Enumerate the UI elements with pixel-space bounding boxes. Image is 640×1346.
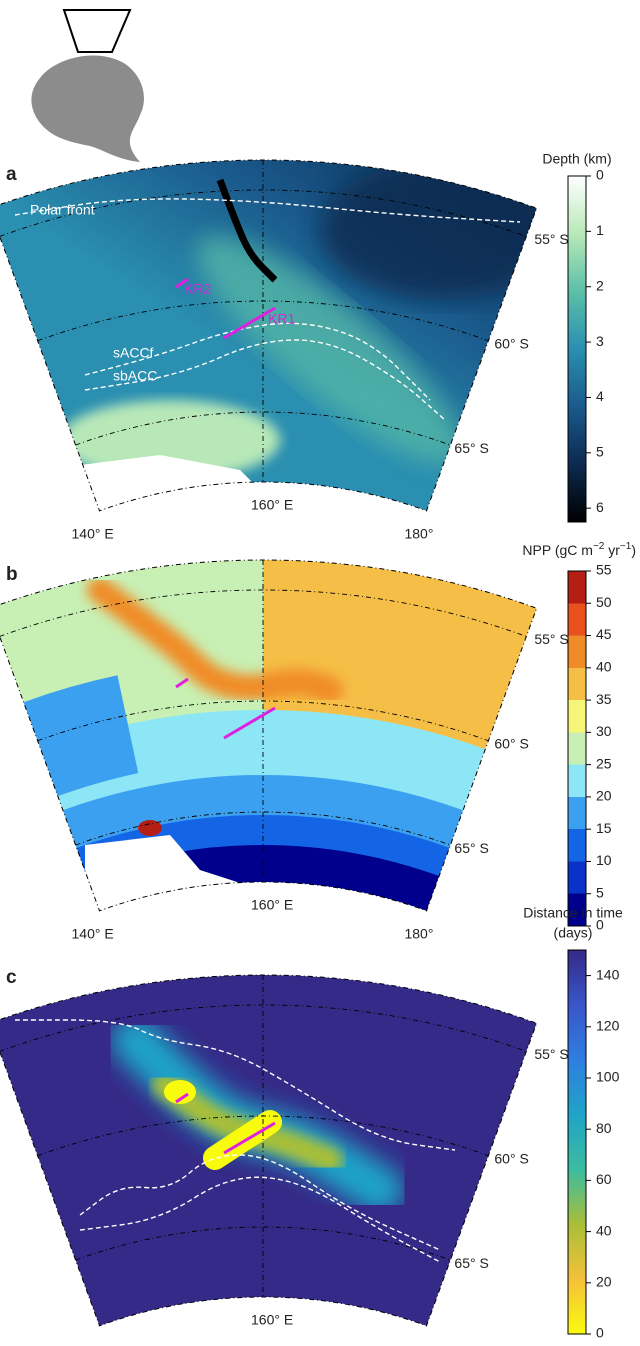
title-part: −1 [620, 541, 632, 552]
lat-label: 55° S [534, 631, 568, 647]
colorbar-tick-label: 4 [596, 388, 604, 404]
colorbar-tick-label: 100 [596, 1069, 620, 1085]
lon-label: 160° E [251, 897, 293, 913]
colorbar [568, 950, 586, 1334]
annotation: sbACC [113, 368, 157, 384]
colorbar-tick-label: 5 [596, 884, 604, 900]
lat-label: 60° S [494, 335, 528, 351]
colorbar-tick-label: 0 [596, 1325, 604, 1341]
map-panel: c 55° S 60° S 65° S 140° E 160° E 180° 0 20 40 60 8… [0, 905, 623, 1341]
lat-label: 65° S [454, 840, 488, 856]
lon-label: 160° E [251, 1312, 293, 1328]
colorbar-tick-label: 50 [596, 594, 612, 610]
annotation: sACCf [113, 345, 154, 361]
colorbar-title: Distance in time [523, 905, 623, 921]
title-part: yr [604, 542, 620, 558]
map-fill [0, 560, 537, 930]
colorbar-title: Depth (km) [542, 151, 611, 167]
colorbar-tick-label: 80 [596, 1120, 612, 1136]
colorbar [568, 176, 586, 522]
title-part: ) [631, 542, 636, 558]
deep-ne [320, 160, 560, 300]
colorbar-tick-label: 0 [596, 167, 604, 183]
colorbar-tick-label: 60 [596, 1171, 612, 1187]
lat-label: 65° S [454, 1255, 488, 1271]
colorbar-tick-label: 120 [596, 1018, 620, 1034]
panel-label: c [6, 967, 17, 988]
lon-label: 180° [404, 526, 433, 542]
inset-map [31, 10, 144, 162]
annotation: KR2 [184, 281, 211, 297]
colorbar-tick-label: 6 [596, 499, 604, 515]
colorbar-tick-label: 1 [596, 222, 604, 238]
annotation: Polar front [30, 202, 95, 218]
colorbar-title: (days) [554, 925, 593, 941]
colorbar-title: NPP (gC m−2 yr−1) [522, 541, 636, 558]
panel-label: a [6, 164, 17, 185]
inset-sector [64, 10, 130, 52]
lat-label: 65° S [454, 440, 488, 456]
lon-label: 160° E [251, 497, 293, 513]
colorbar-tick-label: 20 [596, 788, 612, 804]
lat-label: 55° S [534, 231, 568, 247]
colorbar-tick-label: 30 [596, 723, 612, 739]
colorbar-tick-label: 25 [596, 755, 612, 771]
colorbar-tick-label: 15 [596, 820, 612, 836]
colorbar-tick-label: 55 [596, 562, 612, 578]
colorbar-tick-label: 20 [596, 1274, 612, 1290]
lon-label: 180° [404, 926, 433, 942]
colorbar [568, 571, 586, 926]
colorbar-tick-label: 140 [596, 966, 620, 982]
colorbar-tick-label: 2 [596, 277, 604, 293]
title-part: −2 [593, 541, 605, 552]
colorbar-tick-label: 45 [596, 626, 612, 642]
colorbar-tick-label: 40 [596, 659, 612, 675]
lat-label: 55° S [534, 1046, 568, 1062]
colorbar-tick-label: 10 [596, 852, 612, 868]
colorbar-tick-label: 35 [596, 691, 612, 707]
antarctica [31, 55, 144, 162]
annotation: KR1 [268, 311, 295, 327]
lon-label: 140° E [72, 526, 114, 542]
colorbar-tick-label: 5 [596, 444, 604, 460]
lon-label: 140° E [72, 926, 114, 942]
panel-label: b [6, 564, 18, 585]
lat-label: 60° S [494, 735, 528, 751]
lat-label: 60° S [494, 1150, 528, 1166]
colorbar-tick-label: 40 [596, 1222, 612, 1238]
map-fill [0, 975, 537, 1326]
title-part: NPP (gC m [522, 542, 593, 558]
colorbar-tick-label: 3 [596, 333, 604, 349]
